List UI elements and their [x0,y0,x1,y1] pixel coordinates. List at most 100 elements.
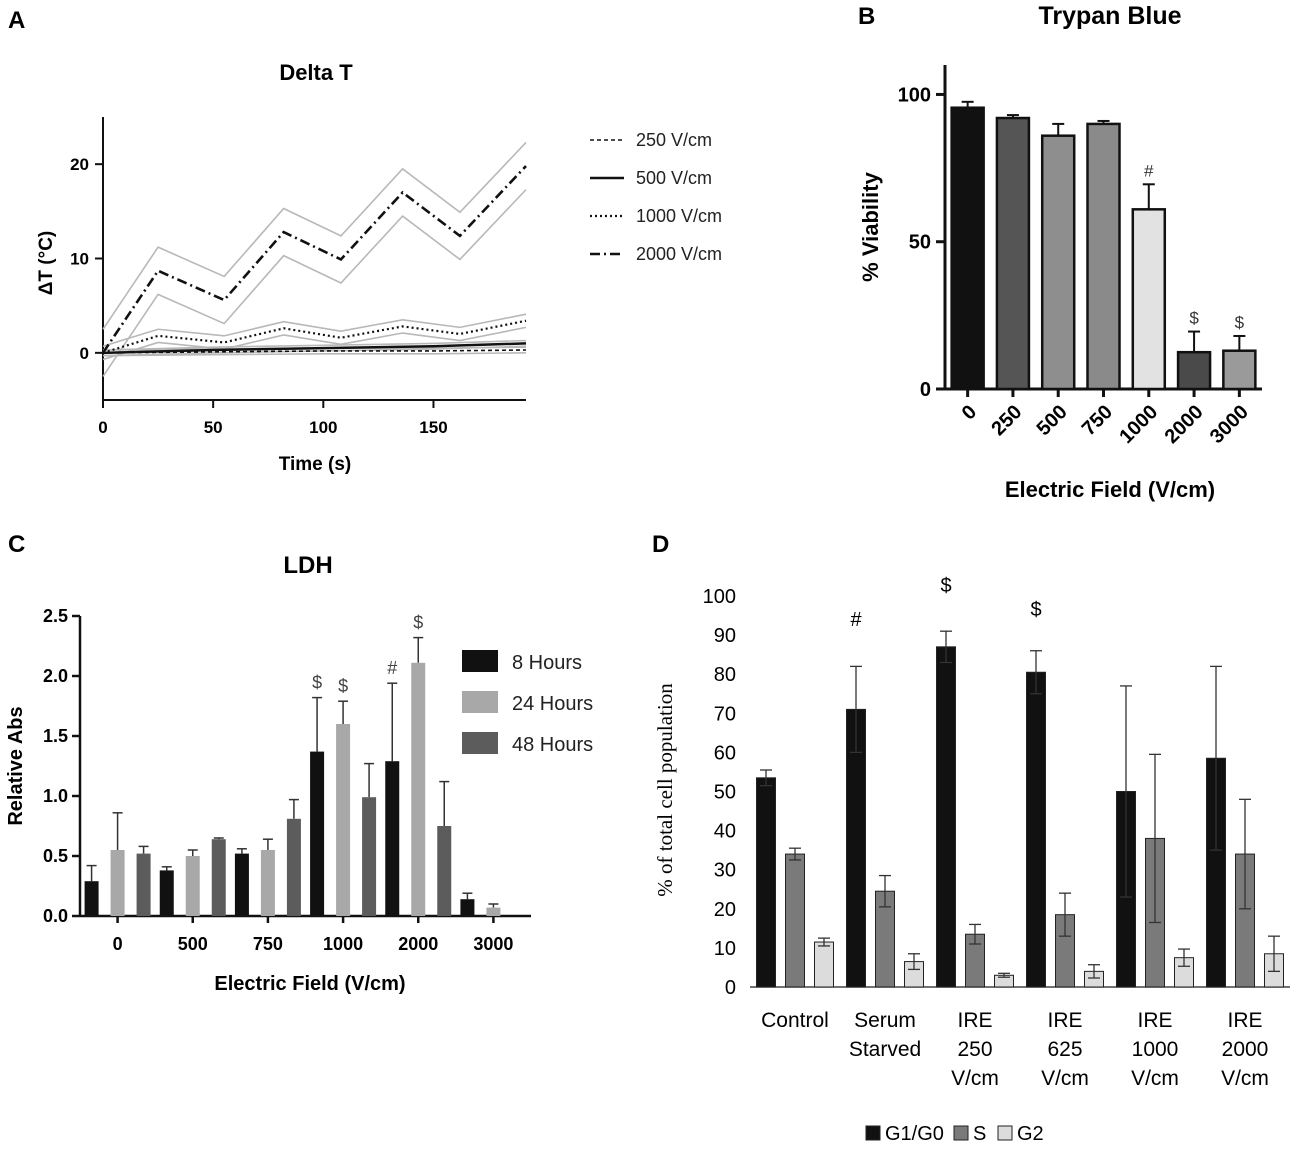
x-tick-label: 150 [419,418,447,437]
legend-swatch [865,1125,881,1141]
x-tick-label: 3000 [473,934,513,954]
bar [1222,349,1257,391]
chart-c-ylabel: Relative Abs [5,706,27,825]
chart-a-ylabel: ΔT (°C) [36,231,57,296]
chart-d: 0 10 20 30 40 50 60 70 80 90 100 Control Serum Starve… [703,575,1290,1145]
series-error-band-lower [102,326,527,361]
y-tick-label: 0 [725,977,736,999]
legend-label: G2 [1017,1123,1044,1145]
legend-label: 250 V/cm [636,130,712,150]
chart-d-ylabel: % of total cell population [653,683,677,897]
legend-swatch [953,1125,969,1141]
bar [995,116,1031,391]
y-tick-label: 2.0 [43,666,68,686]
y-tick-label: 90 [714,625,736,647]
y-tick-label: 80 [714,664,736,686]
chart-b-title: Trypan Blue [1038,2,1181,30]
y-tick-label: 0.0 [43,906,68,926]
x-tick-label: V/cm [1221,1067,1269,1090]
series-line [102,349,527,354]
significance-marker: $ [338,676,348,696]
bar [159,870,174,916]
bar [1176,350,1212,391]
x-tick-label: 0 [98,418,107,437]
bar [756,777,776,988]
chart-b-xlabel: Electric Field (V/cm) [1005,477,1215,502]
y-tick-label: 20 [70,155,89,174]
legend-label: S [973,1123,986,1145]
chart-a-title: Delta T [279,60,353,85]
bar [437,826,452,916]
legend-swatch [462,732,498,754]
bar [385,761,400,916]
x-tick-label: 50 [204,418,223,437]
x-tick-label: Starved [849,1038,921,1061]
chart-a: 0 10 20 0 50 100 150 250 V/cm 500 V/cm 1000 V/cm 2… [70,117,722,437]
y-tick-label: 100 [703,586,736,608]
x-tick-label: Control [761,1009,829,1032]
bar [336,724,351,916]
y-tick-label: 1.5 [43,726,68,746]
y-tick-label: 20 [714,899,736,921]
panel-label-b: B [858,3,875,30]
x-tick-label: 500 [1033,401,1072,440]
legend-label: 1000 V/cm [636,206,722,226]
x-tick-label: 1000 [323,934,363,954]
significance-marker: # [850,609,862,631]
bar [1026,671,1046,988]
bar [211,839,226,916]
x-tick-label: IRE [1137,1009,1172,1032]
x-tick-label: 625 [1047,1038,1082,1061]
legend-label: 8 Hours [512,652,582,674]
y-tick-label: 10 [714,938,736,960]
panel-label-a: A [8,7,25,34]
x-tick-label: 0 [113,934,123,954]
y-tick-label: 1.0 [43,786,68,806]
significance-marker: $ [1030,599,1041,621]
chart-a-xlabel: Time (s) [279,454,352,475]
bar [1086,122,1121,391]
y-tick-label: 70 [714,703,736,725]
x-tick-label: 1000 [1132,1038,1179,1061]
x-tick-label: V/cm [1041,1067,1089,1090]
bar [411,662,426,916]
x-tick-label: IRE [957,1009,992,1032]
chart-c-title: LDH [283,552,332,579]
legend-swatch [997,1125,1013,1141]
x-tick-label: 750 [1078,401,1117,440]
legend-label: 2000 V/cm [636,244,722,264]
y-tick-label: 2.5 [43,606,68,626]
bar [310,751,325,916]
bar [814,941,834,988]
bar [785,853,805,988]
panel-label-c: C [8,531,25,558]
y-tick-label: 0.5 [43,846,68,866]
panel-label-d: D [652,531,669,558]
bar [84,881,99,916]
chart-c: 0.0 0.5 1.0 1.5 2.0 2.5 0 500 750 1000 2000 3000 $ $ #… [43,606,593,954]
x-tick-label: 0 [958,401,981,424]
chart-c-xlabel: Electric Field (V/cm) [214,973,405,995]
legend-swatch [462,691,498,713]
y-tick-label: 10 [70,250,89,269]
x-tick-label: V/cm [1131,1067,1179,1090]
x-tick-label: V/cm [951,1067,999,1090]
y-tick-label: 100 [898,84,931,106]
series-line [101,165,527,354]
chart-b-ylabel: % Viability [858,171,883,281]
legend-label: 24 Hours [512,693,593,715]
bar [362,797,377,916]
x-tick-label: Serum [854,1009,916,1032]
x-tick-label: 250 [957,1038,992,1061]
x-tick-label: 250 [987,401,1026,440]
y-tick-label: 60 [714,742,736,764]
series-error-band-lower [102,352,527,357]
significance-marker: $ [1189,309,1199,328]
series-error-band-upper [102,141,527,330]
y-tick-label: 30 [714,860,736,882]
significance-marker: # [387,658,397,678]
bar [260,850,275,916]
x-tick-label: 1000 [1115,401,1162,448]
